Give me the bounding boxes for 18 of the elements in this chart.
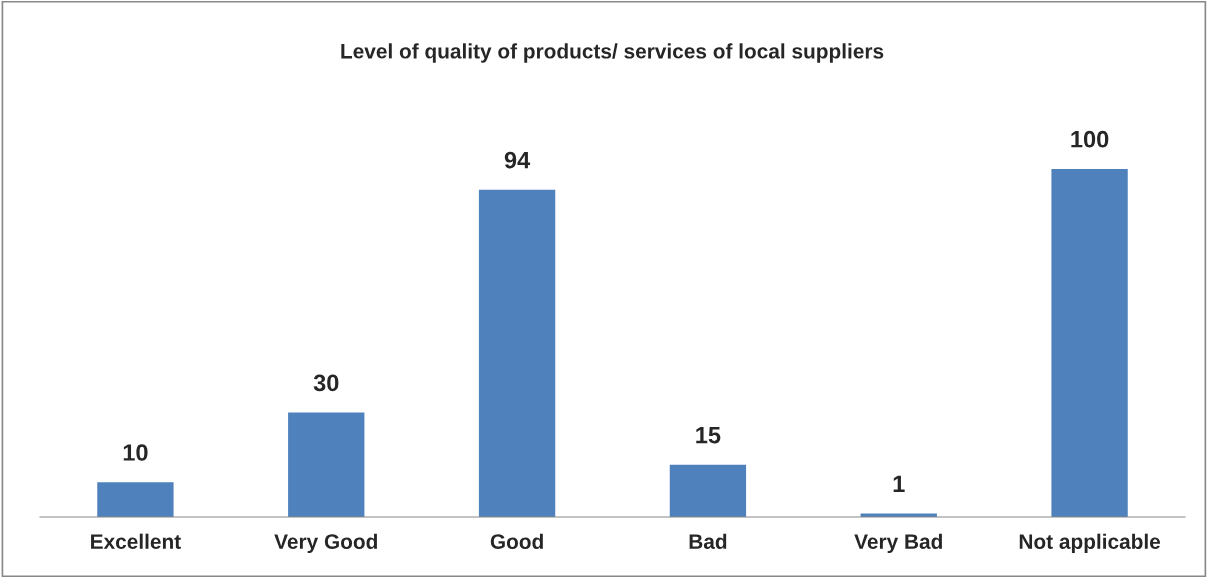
x-tick-label: Excellent — [91, 533, 181, 549]
data-label: 100 — [1071, 130, 1109, 148]
bar — [97, 482, 174, 517]
bar — [288, 412, 365, 517]
x-tick-label: Not applicable — [1019, 533, 1161, 554]
x-tick-label: Good — [490, 533, 543, 549]
bar — [1051, 168, 1128, 517]
data-label: 10 — [123, 444, 148, 461]
x-tick-label: Very Good — [274, 533, 377, 554]
data-label: 15 — [696, 426, 721, 444]
x-tick-label: Bad — [689, 533, 727, 549]
data-label: 94 — [504, 151, 531, 169]
data-label: 30 — [313, 374, 339, 392]
data-label: 1 — [893, 475, 905, 492]
chart-title: Level of quality of products/ services of local suppliers — [341, 43, 884, 63]
bar — [669, 464, 747, 517]
bar — [478, 189, 556, 517]
x-tick-label: Very Bad — [854, 533, 942, 554]
